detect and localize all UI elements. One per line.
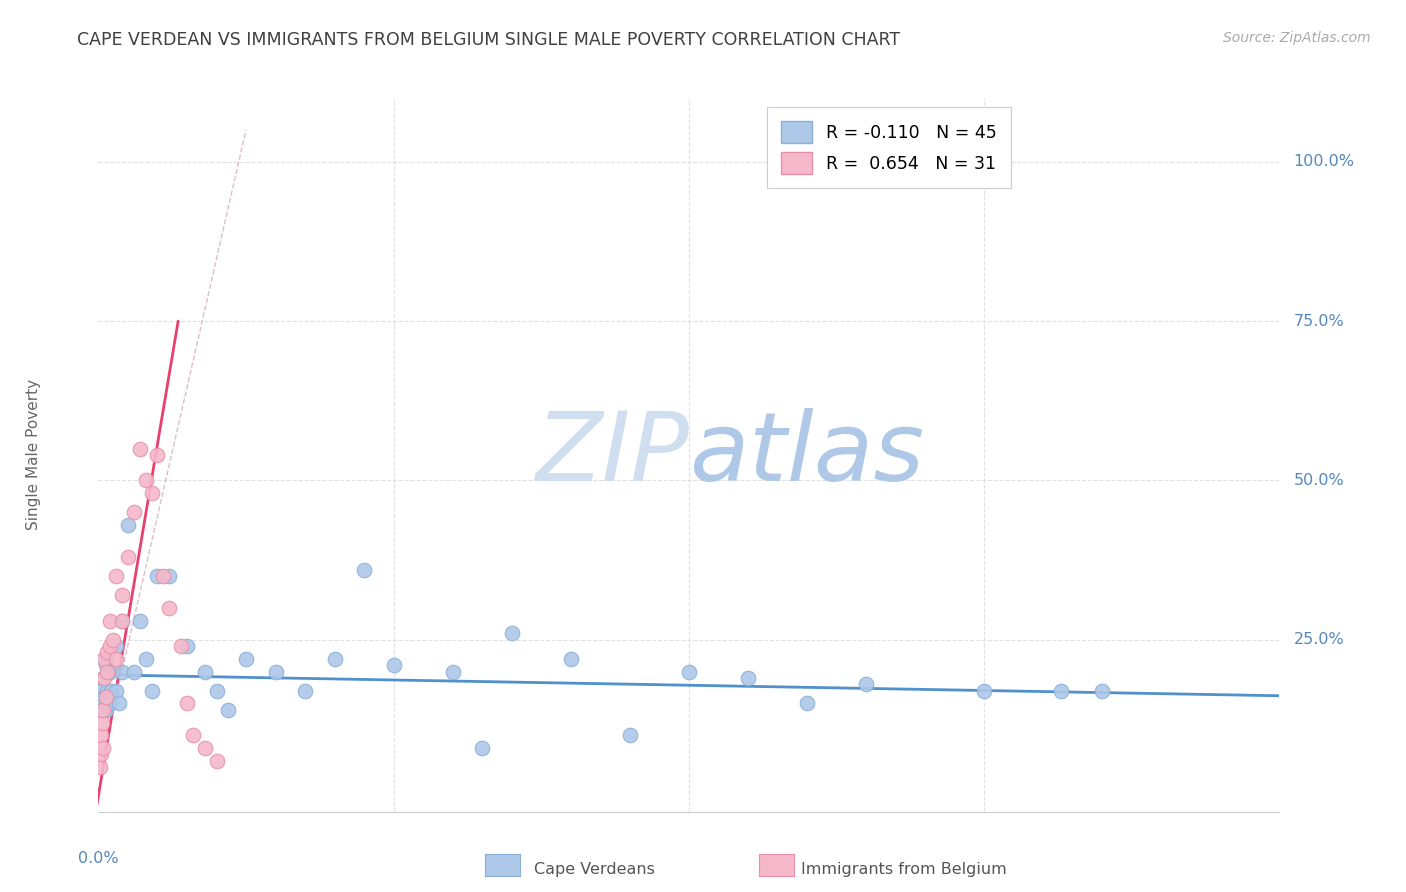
Point	[91, 671, 114, 685]
Point	[91, 703, 114, 717]
Text: 0.0%: 0.0%	[79, 851, 118, 866]
Text: 25.0%: 25.0%	[1294, 632, 1344, 648]
Point	[90, 683, 112, 698]
Point	[91, 741, 114, 756]
Point	[111, 614, 134, 628]
Point	[98, 614, 121, 628]
Point	[205, 754, 228, 768]
Point	[128, 614, 150, 628]
Point	[157, 600, 180, 615]
Point	[737, 671, 759, 685]
Point	[105, 683, 128, 698]
Point	[93, 652, 115, 666]
Point	[111, 588, 134, 602]
Text: Single Male Poverty: Single Male Poverty	[25, 379, 41, 531]
Point	[93, 652, 115, 666]
Point	[89, 760, 111, 774]
Point	[91, 715, 114, 730]
Point	[117, 549, 139, 564]
Point	[90, 747, 112, 762]
Point	[294, 683, 316, 698]
Point	[176, 639, 198, 653]
Point	[105, 652, 128, 666]
Point	[103, 632, 125, 647]
Point	[855, 677, 877, 691]
Text: 100.0%: 100.0%	[1294, 154, 1354, 169]
Point	[96, 645, 118, 659]
Point	[205, 683, 228, 698]
Point	[94, 703, 117, 717]
Point	[94, 658, 117, 673]
Point	[264, 665, 287, 679]
Point	[122, 505, 145, 519]
Point	[141, 486, 163, 500]
Point	[501, 626, 523, 640]
Point	[96, 665, 118, 679]
Point	[619, 728, 641, 742]
Point	[382, 658, 405, 673]
Point	[194, 665, 217, 679]
Point	[111, 614, 134, 628]
Point	[93, 690, 115, 704]
Point	[90, 703, 112, 717]
Point	[105, 639, 128, 653]
Point	[141, 683, 163, 698]
Point	[170, 639, 193, 653]
Text: ZIP: ZIP	[536, 409, 689, 501]
Point	[105, 569, 128, 583]
Point	[973, 683, 995, 698]
Point	[323, 652, 346, 666]
Point	[98, 639, 121, 653]
Point	[108, 697, 131, 711]
Point	[152, 569, 174, 583]
Text: 50.0%: 50.0%	[1294, 473, 1344, 488]
Point	[100, 683, 122, 698]
Point	[217, 703, 239, 717]
Point	[90, 728, 112, 742]
Point	[98, 665, 121, 679]
Point	[678, 665, 700, 679]
Point	[135, 652, 157, 666]
Point	[146, 448, 169, 462]
Point	[1091, 683, 1114, 698]
Point	[471, 741, 494, 756]
Point	[117, 518, 139, 533]
Text: Cape Verdeans: Cape Verdeans	[534, 863, 655, 877]
Point	[111, 665, 134, 679]
Text: Immigrants from Belgium: Immigrants from Belgium	[801, 863, 1007, 877]
Point	[135, 474, 157, 488]
Point	[235, 652, 257, 666]
Point	[194, 741, 217, 756]
Point	[441, 665, 464, 679]
Point	[122, 665, 145, 679]
Point	[353, 563, 375, 577]
Point	[796, 697, 818, 711]
Point	[560, 652, 582, 666]
Point	[94, 690, 117, 704]
Point	[146, 569, 169, 583]
Point	[98, 697, 121, 711]
Text: atlas: atlas	[689, 409, 924, 501]
Point	[1050, 683, 1073, 698]
Text: 75.0%: 75.0%	[1294, 314, 1344, 328]
Text: Source: ZipAtlas.com: Source: ZipAtlas.com	[1223, 31, 1371, 45]
Point	[93, 671, 115, 685]
Point	[181, 728, 204, 742]
Point	[128, 442, 150, 456]
Text: CAPE VERDEAN VS IMMIGRANTS FROM BELGIUM SINGLE MALE POVERTY CORRELATION CHART: CAPE VERDEAN VS IMMIGRANTS FROM BELGIUM …	[77, 31, 900, 49]
Legend: R = -0.110   N = 45, R =  0.654   N = 31: R = -0.110 N = 45, R = 0.654 N = 31	[768, 107, 1011, 188]
Point	[176, 697, 198, 711]
Point	[157, 569, 180, 583]
Point	[96, 683, 118, 698]
